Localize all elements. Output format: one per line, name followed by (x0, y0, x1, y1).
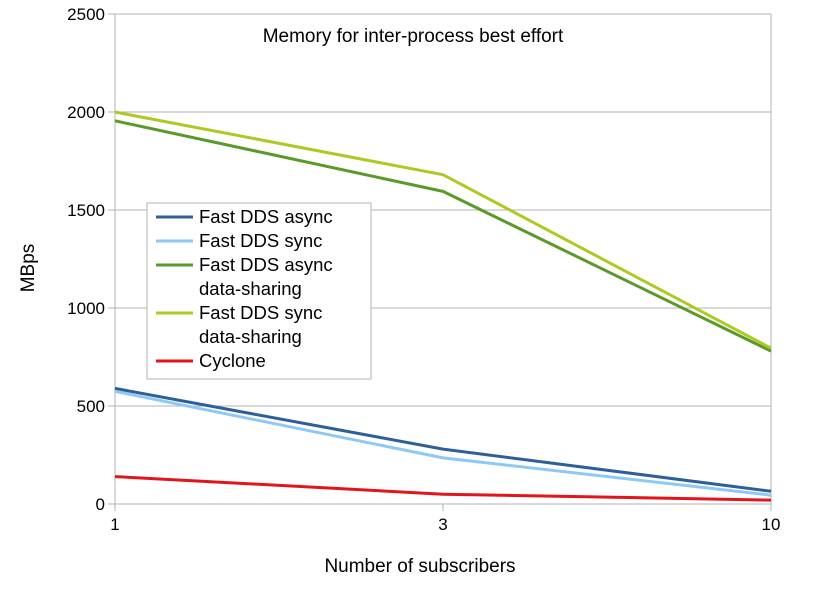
legend-label-fast-dds-sync-data-sharing-line2: data-sharing (199, 326, 302, 347)
y-tick-label-1500: 1500 (67, 201, 105, 220)
x-tick-label-1: 1 (110, 515, 119, 534)
legend: Fast DDS async Fast DDS sync Fast DDS asyn… (146, 202, 372, 380)
y-tick-label-500: 500 (77, 397, 105, 416)
series-line-fast-dds-sync (114, 389, 772, 497)
y-tick-labels: 0 500 1000 1500 2000 2500 (67, 5, 105, 514)
x-tick-labels: 1 3 10 (110, 515, 780, 534)
legend-label-fast-dds-sync: Fast DDS sync (199, 230, 322, 251)
axes (108, 13, 772, 511)
legend-label-cyclone: Cyclone (199, 350, 266, 371)
series-line-cyclone (114, 475, 772, 502)
y-tick-label-1000: 1000 (67, 299, 105, 318)
y-tick-label-2500: 2500 (67, 5, 105, 24)
legend-label-fast-dds-async-data-sharing-line2: data-sharing (199, 278, 302, 299)
series-lines (114, 110, 772, 502)
chart-title: Memory for inter-process best effort (263, 26, 564, 47)
x-tick-label-10: 10 (762, 515, 781, 534)
y-axis-title: MBps (18, 244, 39, 293)
x-tick-label-3: 3 (438, 515, 447, 534)
x-axis-title: Number of subscribers (324, 556, 515, 577)
legend-box (146, 202, 372, 380)
y-tick-label-0: 0 (96, 495, 105, 514)
legend-label-fast-dds-sync-data-sharing: Fast DDS sync (199, 302, 322, 323)
series-line-fast-dds-sync-data-sharing (114, 110, 772, 350)
legend-label-fast-dds-async: Fast DDS async (199, 206, 333, 227)
series-line-fast-dds-async-data-sharing (114, 119, 772, 353)
legend-label-fast-dds-async-data-sharing: Fast DDS async (199, 254, 333, 275)
y-tick-label-2000: 2000 (67, 103, 105, 122)
series-line-fast-dds-async (114, 386, 772, 493)
